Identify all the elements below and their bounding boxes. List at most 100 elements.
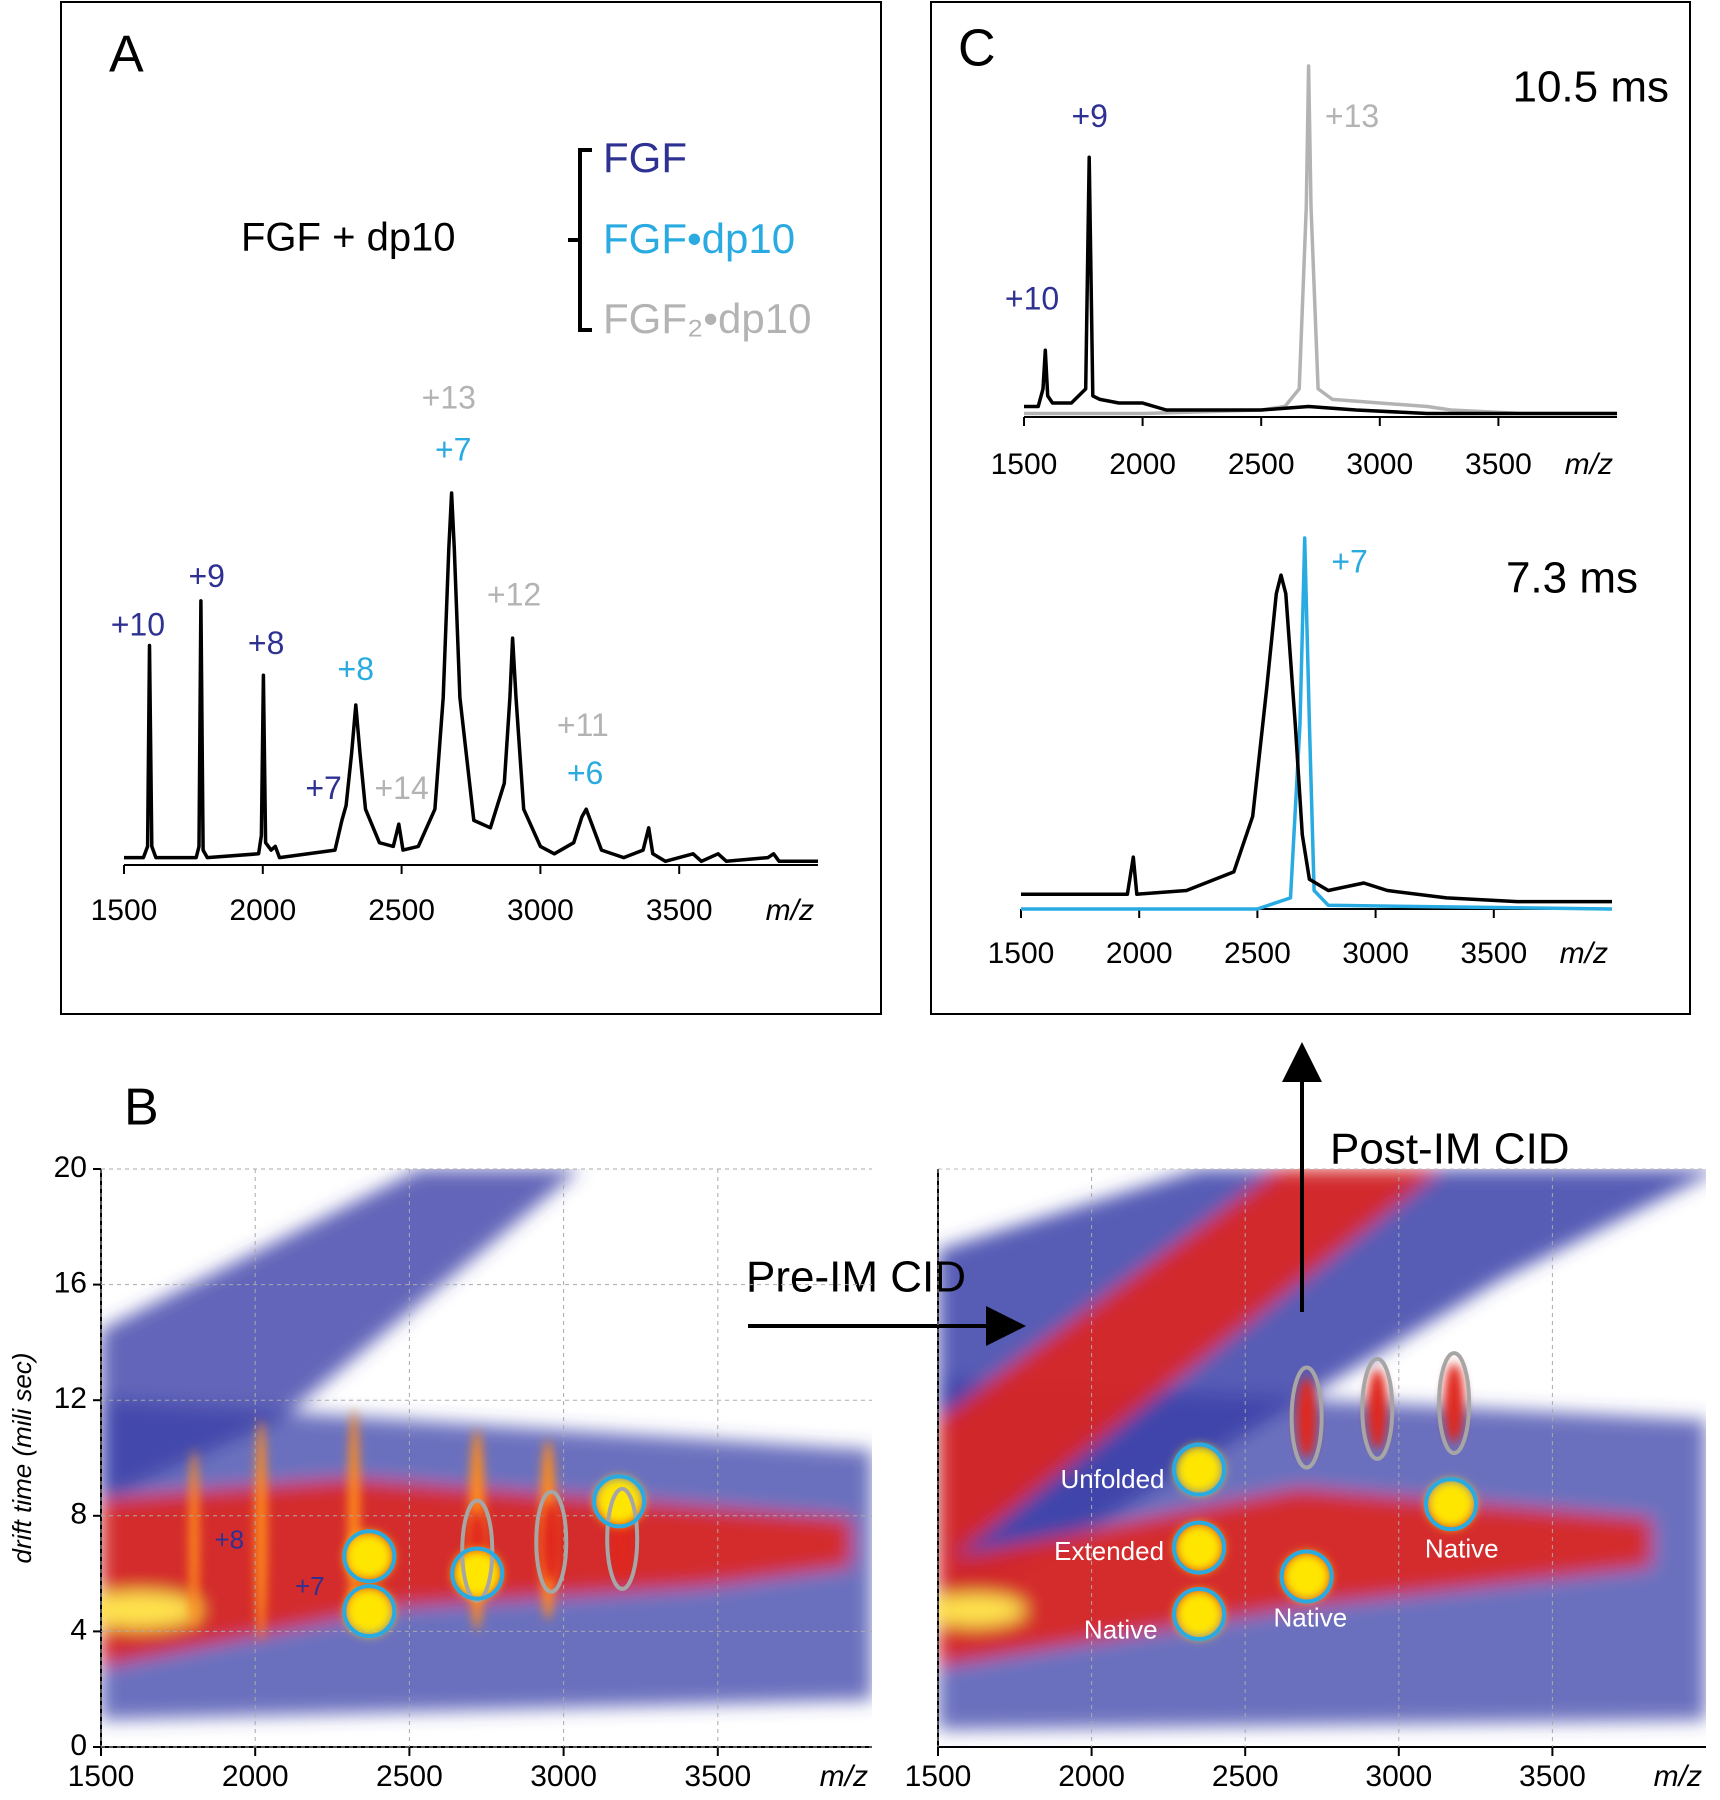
- y-tick-label: 12: [54, 1382, 87, 1415]
- species-circle: [1172, 1442, 1227, 1497]
- x-tick-label: 2500: [1212, 1760, 1279, 1793]
- species-label: Native: [1084, 1614, 1158, 1644]
- peak-label: +8: [248, 625, 284, 661]
- x-tick-label: 3500: [646, 894, 713, 927]
- spot-glow: [1444, 1363, 1465, 1444]
- pre-im-label: Pre-IM CID: [746, 1253, 966, 1302]
- spectrum-line: [1024, 64, 1617, 416]
- spot-glow: [1175, 1523, 1224, 1572]
- species-circle: [1172, 1520, 1227, 1575]
- post-im-label: Post-IM CID: [1330, 1125, 1570, 1174]
- species-circle: [1279, 1549, 1334, 1604]
- y-tick-label: 4: [70, 1613, 87, 1646]
- y-tick-label: 8: [70, 1498, 87, 1531]
- species-label: Native: [1273, 1603, 1347, 1633]
- x-tick-label: 3000: [530, 1760, 597, 1793]
- peak-label: +13: [1325, 98, 1379, 134]
- legend-bracket: [568, 148, 592, 332]
- species-label: +8: [214, 1525, 244, 1555]
- peak-label: +6: [567, 755, 603, 791]
- x-axis-label: m/z: [1565, 448, 1613, 481]
- spot-glow: [595, 1477, 644, 1526]
- panel-letter: A: [109, 26, 144, 84]
- species-ellipse: [605, 1486, 640, 1591]
- y-tick-label: 20: [54, 1151, 87, 1184]
- species-label: Extended: [1054, 1536, 1164, 1566]
- legend-entry: FGF₂•dp10: [603, 295, 811, 342]
- species-ellipse: [1437, 1351, 1472, 1456]
- species-ellipse: [1360, 1356, 1395, 1461]
- x-tick-label: 3500: [684, 1760, 751, 1793]
- x-tick-label: 2500: [1224, 937, 1291, 970]
- x-tick-label: 2000: [1106, 937, 1173, 970]
- x-tick-label: 2000: [222, 1760, 289, 1793]
- x-tick-label: 3000: [1365, 1760, 1432, 1793]
- spot-glow: [1282, 1552, 1331, 1601]
- peak-label: +7: [1331, 543, 1367, 579]
- species-circle: [1172, 1587, 1227, 1642]
- spot-glow: [345, 1532, 394, 1581]
- spectrum-line: [1021, 573, 1612, 904]
- x-tick-label: 1500: [988, 937, 1055, 970]
- x-tick-label: 1500: [905, 1760, 972, 1793]
- x-tick-label: 3000: [507, 894, 574, 927]
- heatmap-right-density: [938, 1169, 1706, 1730]
- peak-label: +8: [338, 651, 374, 687]
- legend-entry: FGF•dp10: [603, 215, 795, 262]
- x-tick-label: 2000: [1058, 1760, 1125, 1793]
- peak-label: +7: [305, 770, 341, 806]
- x-tick-label: 3500: [1460, 937, 1527, 970]
- peak-label: +9: [188, 558, 224, 594]
- x-tick-label: 3500: [1519, 1760, 1586, 1793]
- panel-a-frame: [60, 1, 882, 1015]
- spot-glow: [1367, 1368, 1388, 1449]
- x-axis-label: m/z: [766, 894, 814, 927]
- panel-letter: C: [958, 20, 996, 78]
- x-tick-label: 2000: [229, 894, 296, 927]
- peak-label: +7: [435, 432, 471, 468]
- species-circle: [592, 1474, 647, 1529]
- species-label: Unfolded: [1060, 1464, 1164, 1494]
- species-circle: [450, 1546, 505, 1601]
- legend-title: FGF + dp10: [241, 216, 456, 260]
- panel-letter: B: [124, 1079, 159, 1137]
- x-tick-label: 2500: [368, 894, 435, 927]
- spectrum-line: [1021, 536, 1613, 911]
- spot-glow: [1296, 1377, 1317, 1458]
- x-tick-label: 3500: [1465, 448, 1532, 481]
- species-circle: [342, 1584, 397, 1639]
- x-tick-label: 1500: [91, 894, 158, 927]
- y-tick-label: 16: [54, 1267, 87, 1300]
- x-axis-label: m/z: [1560, 937, 1608, 970]
- peak-label: +9: [1071, 98, 1107, 134]
- spot-glow: [541, 1501, 562, 1582]
- species-label: Native: [1425, 1533, 1499, 1563]
- y-axis-label: drift time (mili sec): [7, 1353, 37, 1564]
- peak-label: +10: [1005, 281, 1059, 317]
- peak-label: +12: [487, 577, 541, 613]
- species-ellipse: [534, 1489, 569, 1594]
- species-circle: [1424, 1477, 1479, 1532]
- chart-title: 7.3 ms: [1506, 554, 1638, 603]
- spectrum-line: [1024, 155, 1617, 416]
- x-tick-label: 3000: [1342, 937, 1409, 970]
- species-ellipse: [1289, 1365, 1324, 1470]
- species-circle: [342, 1529, 397, 1584]
- peak-label: +10: [111, 606, 165, 642]
- spectrum-line: [124, 491, 818, 864]
- spot-glow: [345, 1587, 394, 1636]
- x-axis-label: m/z: [1654, 1760, 1702, 1793]
- spot-glow: [1175, 1445, 1224, 1494]
- x-tick-label: 1500: [68, 1760, 135, 1793]
- chart-title: 10.5 ms: [1512, 63, 1669, 112]
- peak-label: +14: [374, 770, 428, 806]
- x-tick-label: 2000: [1109, 448, 1176, 481]
- legend-entry: FGF: [603, 134, 687, 181]
- spot-glow: [1427, 1480, 1476, 1529]
- y-tick-label: 0: [70, 1729, 87, 1762]
- peak-label: +13: [422, 379, 476, 415]
- x-tick-label: 2500: [1228, 448, 1295, 481]
- panel-c-frame: [930, 1, 1691, 1015]
- peak-label: +11: [557, 707, 609, 743]
